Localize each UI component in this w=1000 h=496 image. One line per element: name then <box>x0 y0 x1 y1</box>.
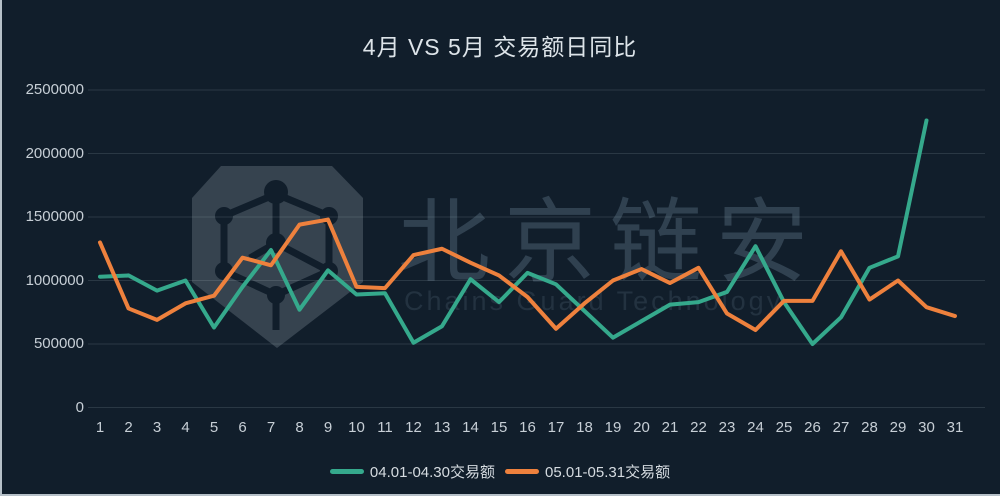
x-axis-tick-label: 3 <box>152 419 162 436</box>
y-axis-tick-label: 2000000 <box>25 144 84 162</box>
x-axis-tick-label: 20 <box>633 419 650 436</box>
y-axis-tick-label: 0 <box>75 398 84 416</box>
series-line-april[interactable] <box>98 118 929 346</box>
x-axis-tick-label: 22 <box>690 419 707 436</box>
x-axis-tick-label: 4 <box>181 419 190 436</box>
x-axis-tick-label: 25 <box>775 419 793 436</box>
x-axis-tick-label: 29 <box>889 419 907 436</box>
series-line-may[interactable] <box>98 217 957 333</box>
x-axis-tick-label: 6 <box>238 419 247 436</box>
x-axis-tick-label: 28 <box>861 419 878 436</box>
y-axis-tick-label: 1000000 <box>25 271 84 289</box>
x-axis-tick-label: 30 <box>918 419 935 436</box>
x-axis-tick-label: 21 <box>661 419 679 436</box>
may-series-swatch <box>505 469 539 474</box>
x-axis-tick-label: 19 <box>604 419 622 436</box>
x-axis-tick-label: 23 <box>718 419 736 436</box>
legend-item-april[interactable]: 04.01-04.30交易额 <box>329 461 495 482</box>
x-axis-tick-label: 27 <box>832 419 850 436</box>
x-axis-tick-label: 18 <box>576 419 593 436</box>
chart-title: 4月 VS 5月 交易额日同比 <box>362 34 638 60</box>
x-axis-tick-label: 1 <box>95 419 105 436</box>
x-axis-tick-label: 16 <box>519 419 536 436</box>
x-axis-tick-label: 24 <box>747 419 764 436</box>
x-axis-tick-label: 8 <box>295 419 304 436</box>
x-axis-tick-label: 7 <box>266 419 276 436</box>
watermark-company-name: 北京链安 <box>398 192 823 294</box>
april-series-swatch <box>329 469 364 474</box>
x-axis-tick-label: 11 <box>377 419 393 436</box>
x-axis-tick-label: 12 <box>405 419 422 436</box>
legend: 04.01-04.30交易额 05.01-05.31交易额 <box>0 461 1000 482</box>
y-axis-tick-label: 1500000 <box>25 208 84 225</box>
x-axis-tick-label: 17 <box>547 419 565 436</box>
x-axis-tick-label: 31 <box>946 419 964 436</box>
y-axis-tick-label: 500000 <box>33 335 84 352</box>
x-axis-tick-label: 2 <box>124 419 133 436</box>
legend-item-may[interactable]: 05.01-05.31交易额 <box>505 461 670 482</box>
x-axis-tick-label: 26 <box>804 419 821 436</box>
y-axis-tick-label: 2500000 <box>25 81 84 98</box>
x-axis-tick-label: 9 <box>323 419 333 436</box>
x-axis-tick-label: 14 <box>462 419 479 436</box>
april-series-label: 04.01-04.30交易额 <box>369 464 495 481</box>
x-axis-tick-label: 15 <box>490 419 508 436</box>
x-axis-tick-label: 5 <box>209 419 219 436</box>
may-series-label: 05.01-05.31交易额 <box>545 464 671 481</box>
x-axis-tick-label: 10 <box>348 419 365 436</box>
x-axis-tick-label: 13 <box>433 419 451 436</box>
